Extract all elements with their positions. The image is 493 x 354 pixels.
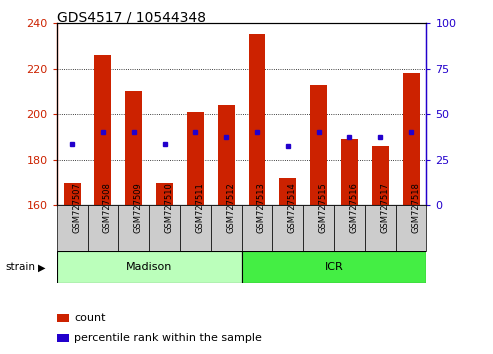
- Text: GSM727517: GSM727517: [380, 182, 389, 233]
- Bar: [272, 205, 303, 251]
- Text: GSM727514: GSM727514: [288, 182, 297, 233]
- Text: GSM727512: GSM727512: [226, 182, 235, 233]
- Bar: [156, 183, 173, 205]
- Text: GSM727515: GSM727515: [318, 182, 328, 233]
- Text: percentile rank within the sample: percentile rank within the sample: [74, 333, 262, 343]
- Bar: [242, 251, 426, 283]
- Text: GSM727518: GSM727518: [411, 182, 420, 233]
- Bar: [365, 205, 395, 251]
- Bar: [57, 314, 69, 322]
- Bar: [57, 251, 242, 283]
- Bar: [125, 91, 142, 205]
- Text: GSM727513: GSM727513: [257, 182, 266, 233]
- Bar: [149, 205, 180, 251]
- Text: GSM727516: GSM727516: [350, 182, 358, 233]
- Bar: [95, 55, 111, 205]
- Text: count: count: [74, 313, 106, 323]
- Text: GSM727507: GSM727507: [72, 182, 81, 233]
- Text: GSM727508: GSM727508: [103, 182, 112, 233]
- Bar: [218, 105, 235, 205]
- Bar: [118, 205, 149, 251]
- Bar: [57, 334, 69, 342]
- Bar: [395, 205, 426, 251]
- Text: GSM727511: GSM727511: [195, 182, 205, 233]
- Bar: [187, 112, 204, 205]
- Bar: [57, 205, 88, 251]
- Bar: [403, 73, 420, 205]
- Text: ICR: ICR: [324, 262, 344, 272]
- Bar: [180, 205, 211, 251]
- Text: GSM727510: GSM727510: [165, 182, 174, 233]
- Bar: [310, 85, 327, 205]
- Bar: [88, 205, 118, 251]
- Text: ▶: ▶: [38, 262, 45, 272]
- Bar: [211, 205, 242, 251]
- Bar: [64, 183, 80, 205]
- Bar: [280, 178, 296, 205]
- Text: strain: strain: [5, 262, 35, 272]
- Bar: [334, 205, 365, 251]
- Bar: [242, 205, 272, 251]
- Bar: [248, 34, 265, 205]
- Text: GSM727509: GSM727509: [134, 182, 143, 233]
- Text: GDS4517 / 10544348: GDS4517 / 10544348: [57, 11, 206, 25]
- Text: Madison: Madison: [126, 262, 173, 272]
- Bar: [341, 139, 358, 205]
- Bar: [303, 205, 334, 251]
- Bar: [372, 146, 388, 205]
